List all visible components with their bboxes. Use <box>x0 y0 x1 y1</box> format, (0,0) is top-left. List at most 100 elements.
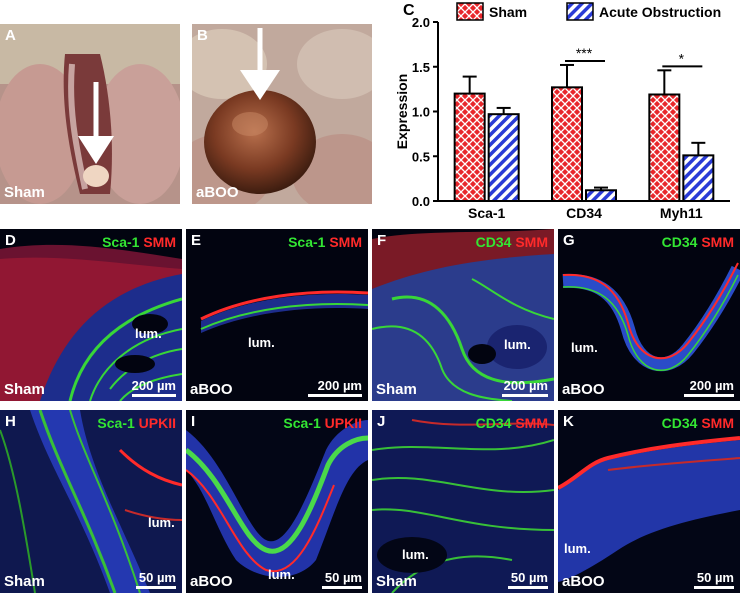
panel-e-stain-red: SMM <box>329 234 362 250</box>
panel-j-lumen: lum. <box>402 547 429 562</box>
y-tick-label: 1.5 <box>412 60 430 75</box>
panel-f-micrograph: F CD34 SMM lum. Sham 200 µm <box>372 229 554 401</box>
panel-i-scalebar: 50 µm <box>322 570 362 589</box>
panel-a-letter: A <box>5 27 16 44</box>
panel-i-scale-text: 50 µm <box>324 570 362 585</box>
panel-g-lumen: lum. <box>571 340 598 355</box>
panel-j-stain-green: CD34 <box>475 415 512 431</box>
panel-f-scale-text: 200 µm <box>503 378 548 393</box>
panel-d-stain-green: Sca-1 <box>102 234 140 250</box>
legend-swatch <box>456 2 484 21</box>
x-tick-label: Myh11 <box>660 205 703 221</box>
legend-swatch <box>566 2 594 21</box>
bar <box>487 113 520 202</box>
panel-k-image <box>558 436 740 582</box>
panel-e-lumen: lum. <box>248 335 275 350</box>
panel-b-condition: aBOO <box>196 184 239 201</box>
bar <box>682 154 715 202</box>
panel-b-image <box>192 24 372 204</box>
panel-f-lumen: lum. <box>504 337 531 352</box>
panel-j-letter: J <box>377 413 386 430</box>
panel-i-micrograph: I Sca-1 UPKII lum. aBOO 50 µm <box>186 410 368 593</box>
panel-k-stain: CD34 SMM <box>662 415 734 431</box>
panel-f-stain-red: SMM <box>515 234 548 250</box>
panel-g-letter: G <box>563 232 575 249</box>
bar <box>551 86 583 202</box>
panel-g-scale-text: 200 µm <box>689 378 734 393</box>
y-tick-label: 1.0 <box>412 105 430 120</box>
legend-label: Acute Obstruction <box>599 4 721 20</box>
panel-e-stain: Sca-1 SMM <box>288 234 362 250</box>
panel-j-condition: Sham <box>376 573 417 590</box>
panel-g-condition: aBOO <box>562 381 605 398</box>
panel-j-image <box>372 410 554 593</box>
panel-c-letter: C <box>403 2 415 19</box>
panel-g-stain: CD34 SMM <box>662 234 734 250</box>
panel-h-letter: H <box>5 413 16 430</box>
panel-j-scale-text: 50 µm <box>510 570 548 585</box>
panel-g-micrograph: G CD34 SMM lum. aBOO 200 µm <box>558 229 740 401</box>
panel-h-micrograph: H Sca-1 UPKII lum. Sham 50 µm <box>0 410 182 593</box>
panel-f-stain-green: CD34 <box>475 234 512 250</box>
panel-k-condition: aBOO <box>562 573 605 590</box>
panel-e-scale-text: 200 µm <box>317 378 362 393</box>
panel-a-image <box>0 24 180 204</box>
panel-i-stain-red: UPKII <box>324 415 362 431</box>
panel-i-stain-green: Sca-1 <box>283 415 321 431</box>
panel-a-photo: A Sham <box>0 24 180 204</box>
panel-d-scalebar: 200 µm <box>132 378 176 397</box>
panel-k-letter: K <box>563 413 574 430</box>
legend-label: Sham <box>489 4 527 20</box>
panel-i-image <box>186 420 368 577</box>
bar <box>648 93 681 202</box>
panel-f-image <box>372 229 554 401</box>
panel-e-image <box>200 290 368 333</box>
panel-k-scale-text: 50 µm <box>696 570 734 585</box>
panel-i-stain: Sca-1 UPKII <box>283 415 362 431</box>
panel-d-scale-text: 200 µm <box>131 378 176 393</box>
bar <box>453 92 486 202</box>
panel-g-scalebar: 200 µm <box>684 378 734 397</box>
panel-k-stain-red: SMM <box>701 415 734 431</box>
panel-g-image <box>562 262 740 372</box>
panel-e-letter: E <box>191 232 202 249</box>
panel-d-stain: Sca-1 SMM <box>102 234 176 250</box>
panel-d-image <box>0 244 182 401</box>
panel-j-stain: CD34 SMM <box>476 415 548 431</box>
panel-a-condition: Sham <box>4 184 45 201</box>
panel-h-stain: Sca-1 UPKII <box>97 415 176 431</box>
significance-label: * <box>679 50 685 66</box>
panel-k-stain-green: CD34 <box>661 415 698 431</box>
panel-e-micrograph: E Sca-1 SMM lum. aBOO 200 µm <box>186 229 368 401</box>
panel-f-condition: Sham <box>376 381 417 398</box>
bar-chart: C 0.0 0.5 1.0 1.5 2.0 Expression Sca-1 CD34 Myh11… <box>394 2 730 221</box>
panel-g-stain-red: SMM <box>701 234 734 250</box>
panel-b-letter: B <box>197 27 208 44</box>
panel-k-scalebar: 50 µm <box>694 570 734 589</box>
y-tick-label: 0.0 <box>412 194 430 209</box>
panel-i-condition: aBOO <box>190 573 233 590</box>
panel-d-stain-red: SMM <box>143 234 176 250</box>
y-axis-title: Expression <box>394 74 410 149</box>
panel-e-stain-green: Sca-1 <box>288 234 326 250</box>
panel-e-condition: aBOO <box>190 381 233 398</box>
y-tick-label: 0.5 <box>412 149 430 164</box>
panel-j-micrograph: J CD34 SMM lum. Sham 50 µm <box>372 410 554 593</box>
panel-h-lumen: lum. <box>148 515 175 530</box>
panel-b-photo: B aBOO <box>192 24 372 204</box>
panel-d-lumen: lum. <box>135 326 162 341</box>
y-tick-label: 2.0 <box>412 15 430 30</box>
panel-d-micrograph: D Sca-1 SMM lum. Sham 200 µm <box>0 229 182 401</box>
panel-k-lumen: lum. <box>564 541 591 556</box>
panel-j-scalebar: 50 µm <box>508 570 548 589</box>
panel-h-condition: Sham <box>4 573 45 590</box>
panel-d-letter: D <box>5 232 16 249</box>
panel-e-scalebar: 200 µm <box>308 378 362 397</box>
bar <box>585 189 617 202</box>
panel-h-stain-green: Sca-1 <box>97 415 135 431</box>
panel-i-letter: I <box>191 413 196 430</box>
panel-i-lumen: lum. <box>268 567 295 582</box>
panel-h-stain-red: UPKII <box>138 415 176 431</box>
significance-label: *** <box>576 45 593 61</box>
panel-h-scalebar: 50 µm <box>136 570 176 589</box>
